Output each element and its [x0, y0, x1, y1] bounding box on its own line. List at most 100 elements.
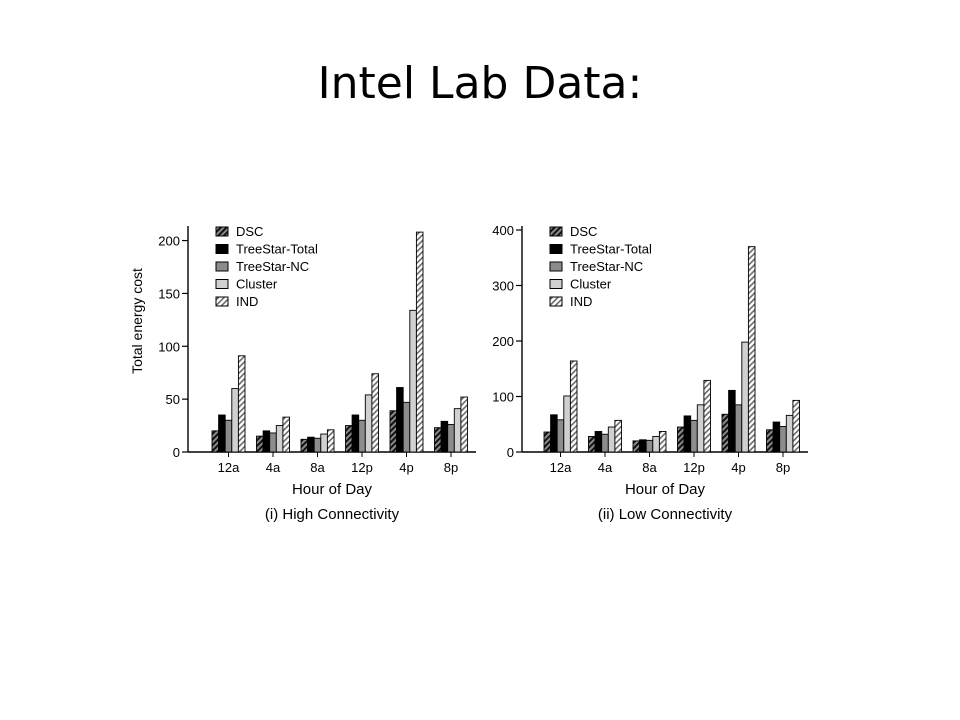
x-tick-label: 8a: [642, 460, 657, 475]
bar-treestar-total-12p: [683, 415, 692, 453]
legend-entry: IND: [236, 294, 258, 309]
bar-dsc-12a: [211, 430, 220, 453]
legend-swatch: [215, 261, 229, 272]
chart-low-connectivity: 0 100 200 300 400 12a 4a 8a 12p 4p 8p Hour of Day (i…: [492, 223, 808, 523]
bar-ind-8p: [460, 396, 468, 453]
legend-swatch: [549, 279, 563, 289]
x-tick-label: 8p: [444, 460, 458, 475]
bar-dsc-8a: [632, 440, 641, 453]
bar-treestar-nc-4a: [269, 432, 277, 453]
legend-swatch: [549, 226, 563, 237]
bar-dsc-8a: [300, 438, 309, 453]
bar-dsc-12a: [543, 431, 552, 453]
legend-entry: Cluster: [570, 277, 612, 292]
bar-cluster-12p: [696, 404, 705, 453]
bar-ind-4p: [415, 231, 424, 453]
bar-treestar-nc-12p: [690, 419, 698, 453]
bar-cluster-4a: [607, 426, 616, 453]
bar-cluster-8p: [453, 408, 462, 453]
chart-caption: (ii) Low Connectivity: [598, 506, 733, 523]
bar-treestar-total-4p: [728, 389, 736, 453]
y-tick-label: 0: [173, 445, 180, 460]
bar-treestar-nc-8p: [447, 424, 455, 453]
legend-entry: TreeStar-Total: [236, 242, 318, 257]
legend-entry: TreeStar-NC: [236, 259, 309, 274]
y-tick-label: 200: [492, 334, 514, 349]
x-tick-label: 4a: [598, 460, 613, 475]
legend-swatch: [215, 279, 229, 289]
bar-cluster-4p: [741, 341, 749, 453]
bar-ind-12a: [237, 355, 246, 453]
bar-treestar-total-4a: [594, 431, 603, 453]
legend-entry: Cluster: [236, 277, 278, 292]
y-tick-label: 100: [158, 339, 180, 354]
legend-entry: TreeStar-Total: [570, 242, 652, 257]
bar-dsc-12p: [345, 425, 353, 453]
bar-cluster-4a: [275, 425, 284, 453]
bar-dsc-4a: [588, 436, 596, 453]
bar-treestar-nc-4p: [402, 401, 411, 453]
bar-cluster-12p: [364, 394, 373, 453]
bar-treestar-nc-4p: [734, 404, 743, 453]
chart-caption: (i) High Connectivity: [265, 506, 400, 523]
bar-ind-8p: [792, 399, 800, 453]
bar-dsc-8p: [434, 427, 442, 453]
slide-title: Intel Lab Data:: [317, 58, 643, 109]
x-axis-label: Hour of Day: [292, 481, 373, 498]
bar-ind-4a: [614, 419, 622, 453]
x-tick-label: 8a: [310, 460, 325, 475]
y-tick-label: 300: [492, 279, 514, 294]
bar-ind-8a: [658, 431, 667, 453]
bar-treestar-nc-8p: [779, 426, 787, 453]
bar-treestar-nc-12p: [358, 419, 366, 453]
legend-swatch: [549, 244, 563, 254]
bar-treestar-total-4a: [262, 430, 271, 453]
bar-ind-4a: [282, 416, 290, 453]
y-tick-label: 100: [492, 390, 514, 405]
bar-treestar-total-8p: [772, 421, 781, 453]
bar-treestar-nc-8a: [313, 437, 322, 453]
chart-high-connectivity: 0 50 100 150 200 12a 4a 8a 12p 4p 8p Hour of Day (i)…: [129, 224, 476, 523]
bar-treestar-total-12a: [550, 414, 558, 453]
legend-entry: TreeStar-NC: [570, 259, 643, 274]
x-tick-label: 4a: [266, 460, 281, 475]
legend-swatch: [549, 296, 563, 307]
legend-swatch: [215, 244, 229, 254]
bar-treestar-total-8a: [307, 436, 315, 453]
bar-treestar-nc-12a: [556, 419, 565, 453]
bar-cluster-8p: [785, 414, 794, 453]
y-tick-label: 200: [158, 234, 180, 249]
bar-treestar-total-12p: [351, 414, 360, 453]
x-tick-label: 12p: [683, 460, 705, 475]
y-tick-label: 0: [507, 445, 514, 460]
bar-cluster-4p: [409, 309, 417, 453]
bar-ind-12p: [371, 373, 379, 453]
bar-treestar-nc-8a: [645, 439, 654, 453]
x-tick-label: 4p: [731, 460, 745, 475]
y-tick-label: 400: [492, 223, 514, 238]
bar-dsc-4p: [389, 410, 398, 453]
y-axis-label: Total energy cost: [129, 268, 145, 374]
bar-treestar-nc-12a: [224, 419, 233, 453]
x-tick-label: 4p: [399, 460, 413, 475]
x-tick-label: 12a: [550, 460, 572, 475]
legend-swatch: [215, 296, 229, 307]
bar-treestar-nc-4a: [601, 433, 609, 453]
bar-dsc-4p: [721, 413, 730, 453]
bar-ind-4p: [747, 246, 756, 453]
bar-cluster-12a: [563, 395, 571, 453]
bar-dsc-12p: [677, 426, 685, 453]
y-tick-label: 50: [166, 392, 180, 407]
bar-dsc-4a: [256, 435, 264, 453]
bar-dsc-8p: [766, 429, 774, 453]
bar-cluster-8a: [320, 433, 328, 453]
legend-entry: DSC: [570, 224, 597, 239]
bar-treestar-total-4p: [396, 387, 404, 453]
legend-entry: DSC: [236, 224, 263, 239]
x-tick-label: 12a: [218, 460, 240, 475]
bar-ind-8a: [326, 429, 335, 453]
legend-entry: IND: [570, 294, 592, 309]
x-axis-label: Hour of Day: [625, 481, 706, 498]
legend-swatch: [549, 261, 563, 272]
bar-treestar-total-8a: [639, 439, 647, 453]
